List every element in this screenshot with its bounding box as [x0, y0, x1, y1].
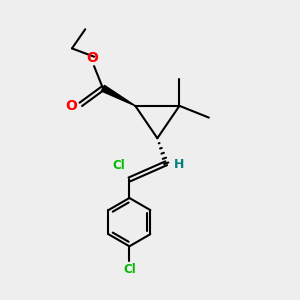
Text: Cl: Cl: [112, 159, 125, 172]
Text: H: H: [174, 158, 184, 171]
Text: O: O: [65, 99, 77, 113]
Text: O: O: [87, 51, 98, 64]
Text: Cl: Cl: [123, 263, 136, 276]
Polygon shape: [101, 85, 135, 106]
